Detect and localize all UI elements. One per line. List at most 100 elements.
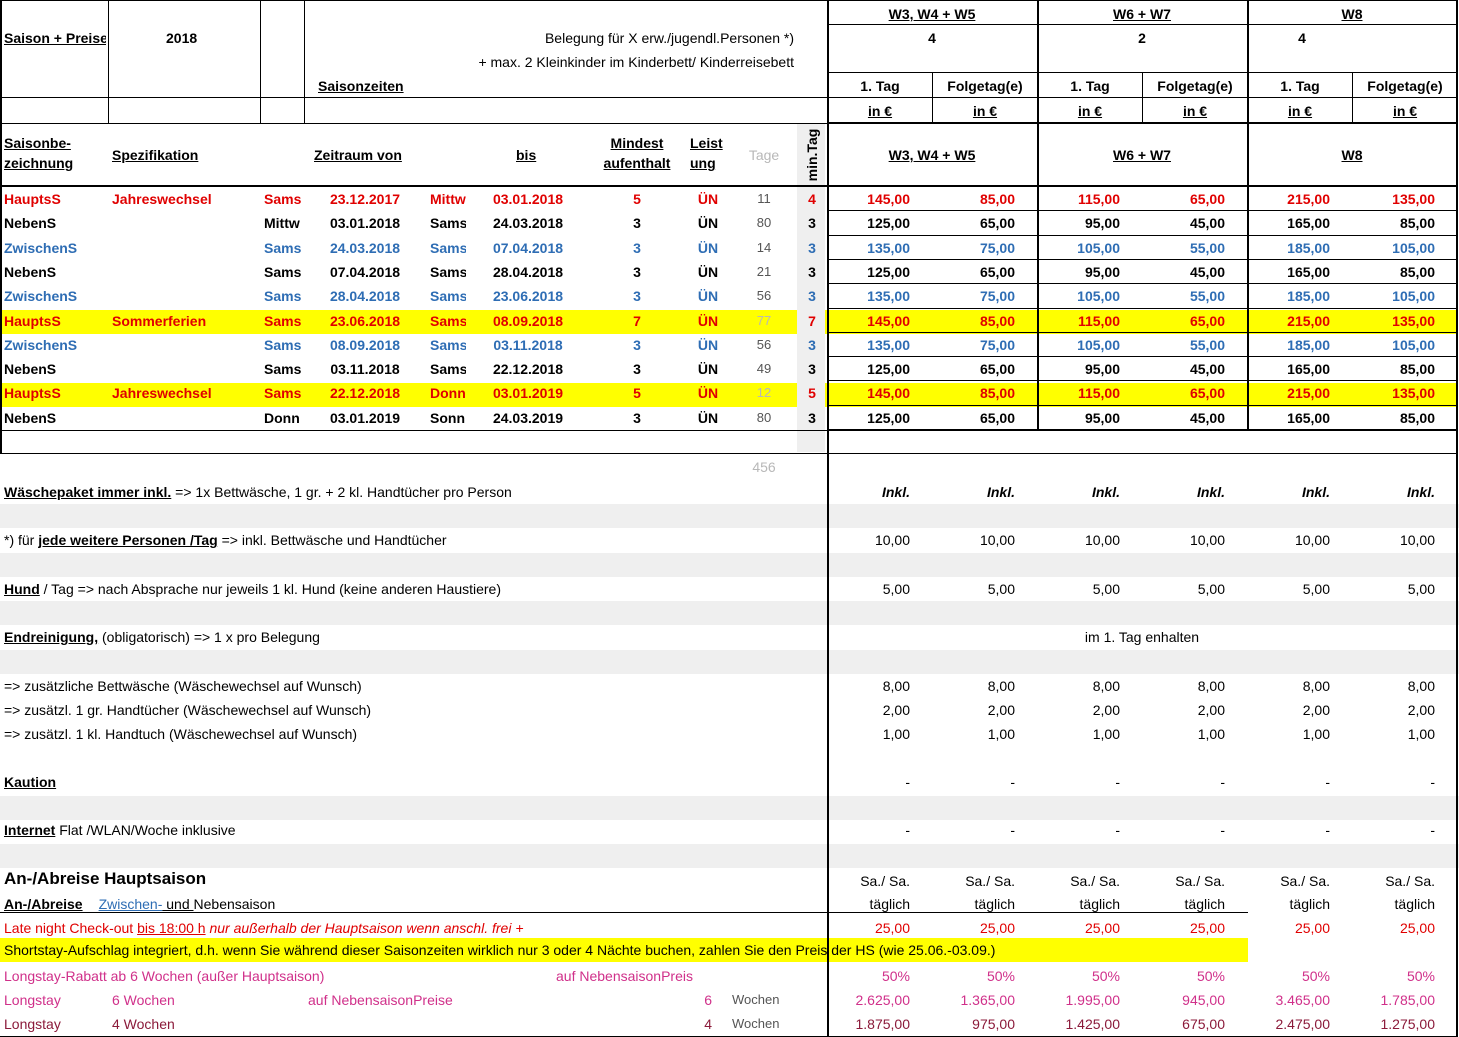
season-name: HauptsS <box>4 385 61 402</box>
waesche-row: Wäschepaket immer inkl. => 1x Bettwäsche… <box>4 481 512 503</box>
anab-hs-label: An-/Abreise Hauptsaison <box>4 869 207 888</box>
season-spec <box>112 407 260 429</box>
price-cell: 95,00 <box>1084 263 1120 280</box>
price-cell: 115,00 <box>1077 312 1120 329</box>
weekday-from: Sams <box>264 191 302 207</box>
season-name: NebenS <box>4 409 57 426</box>
price-cell: 75,00 <box>979 336 1015 353</box>
leistung: ÜN <box>697 409 719 426</box>
rabatt-value-2: 50% <box>986 968 1015 984</box>
date-to: 28.04.2018 <box>492 263 564 280</box>
col-min-header: Mindest aufenthalt <box>603 135 671 171</box>
season-spec <box>112 285 260 307</box>
col-von-header: Zeitraum von <box>314 147 402 163</box>
date-from: 24.03.2018 <box>329 239 401 256</box>
header-rule <box>0 97 1457 98</box>
hund-value-4: 5,00 <box>1197 581 1225 597</box>
season-name: HauptsS <box>4 312 61 329</box>
price-cell: 45,00 <box>1189 409 1225 426</box>
day-header-6: Folgetag(e) <box>1367 78 1443 94</box>
price-cell: 65,00 <box>979 409 1015 426</box>
waesche-value-6: Inkl. <box>1406 484 1435 500</box>
anab-value-3: täglich <box>1079 896 1120 912</box>
band-5 <box>0 796 1459 820</box>
col-leist-header: Leist ung <box>690 135 723 171</box>
waesche-desc: => 1x Bettwäsche, 1 gr. + 2 kl. Handtüch… <box>171 484 512 500</box>
tage-count: 49 <box>756 361 772 377</box>
person-desc: => inkl. Bettwäsche und Handtücher <box>217 532 447 548</box>
anab-zwischen: Zwischen- <box>98 896 163 912</box>
day-header-2: Folgetag(e) <box>947 78 1023 94</box>
min-stay: 3 <box>633 263 641 280</box>
price-cell: 165,00 <box>1287 361 1330 378</box>
top-rule <box>0 0 1457 1</box>
hund-value-1: 5,00 <box>882 581 910 597</box>
late-value-1: 25,00 <box>874 920 910 936</box>
late-value-5: 25,00 <box>1294 920 1330 936</box>
kl-handtuch-value-2: 1,00 <box>987 726 1015 742</box>
price-cell: 85,00 <box>979 312 1015 329</box>
price-cell: 215,00 <box>1287 312 1330 329</box>
kl-handtuch-value-6: 1,00 <box>1407 726 1435 742</box>
price-cell: 55,00 <box>1189 336 1225 353</box>
longstay4-value-5: 2.475,00 <box>1275 1016 1331 1032</box>
price-cell: 215,00 <box>1287 385 1330 402</box>
hund-value-6: 5,00 <box>1407 581 1435 597</box>
internet-title: Internet <box>4 822 56 838</box>
currency-header-4: in € <box>1182 103 1208 119</box>
anab-value-5: täglich <box>1289 896 1330 912</box>
col-saison-header: Saisonbe- zeichnung <box>4 135 74 171</box>
weekday-from: Sams <box>264 361 302 378</box>
gr-handtuch-value-6: 2,00 <box>1407 702 1435 718</box>
date-from: 08.09.2018 <box>329 336 401 353</box>
price-cell: 45,00 <box>1189 263 1225 280</box>
price-cell: 105,00 <box>1077 336 1120 353</box>
col-divider-b <box>260 0 261 124</box>
price-cell: 105,00 <box>1392 239 1435 256</box>
hund-title: Hund <box>4 581 40 597</box>
bettwaesche-value-4: 8,00 <box>1197 678 1225 694</box>
price-cell: 185,00 <box>1287 288 1330 305</box>
bettwaesche-value-2: 8,00 <box>987 678 1015 694</box>
longstay4-count: 4 <box>704 1016 712 1032</box>
weekday-to: Sams <box>430 263 466 280</box>
weekday-from: Sams <box>264 239 302 256</box>
season-name: ZwischenS <box>4 239 78 256</box>
price-row-rule <box>827 210 1457 212</box>
min-stay: 7 <box>633 312 641 329</box>
currency-rule <box>827 122 1457 124</box>
gr-handtuch-value-2: 2,00 <box>987 702 1015 718</box>
leistung: ÜN <box>697 312 719 329</box>
year-label: 2018 <box>166 30 198 46</box>
band-1 <box>0 504 1459 528</box>
tage-count: 12 <box>756 385 772 401</box>
group-header-1: W3, W4 + W5 <box>888 147 976 163</box>
bettwaesche-value-3: 8,00 <box>1092 678 1120 694</box>
endreinigung-title: Endreinigung, <box>4 629 99 645</box>
person-prefix: *) für <box>4 532 39 548</box>
band-3 <box>0 601 1459 625</box>
hund-desc: / Tag => nach Absprache nur jeweils 1 kl… <box>39 581 501 597</box>
price-cell: 85,00 <box>1399 409 1435 426</box>
min-stay: 5 <box>633 385 641 402</box>
day-divider-3 <box>1352 72 1353 122</box>
internet-value-4: - <box>1220 822 1225 838</box>
anab-neben: Nebensaison <box>193 896 276 912</box>
date-from: 03.01.2018 <box>329 215 401 232</box>
group-divider-2 <box>1247 0 1249 431</box>
price-cell: 85,00 <box>979 385 1015 402</box>
price-row-rule <box>827 331 1457 333</box>
price-row-rule <box>827 380 1457 382</box>
kl-handtuch-row: => zusätzl. 1 kl. Handtuch (Wäschewechse… <box>4 726 358 742</box>
late-time: bis 18:00 h <box>137 920 206 936</box>
price-cell: 105,00 <box>1077 239 1120 256</box>
date-from: 23.12.2017 <box>329 191 401 207</box>
price-cell: 135,00 <box>867 336 910 353</box>
date-from: 23.06.2018 <box>329 312 401 329</box>
endreinigung-value: im 1. Tag enhalten <box>1084 629 1200 645</box>
waesche-value-1: Inkl. <box>881 484 910 500</box>
kaution-value-1: - <box>905 774 910 790</box>
currency-header-1: in € <box>867 103 893 119</box>
season-name: NebenS <box>4 263 57 280</box>
weekday-to: Sonn <box>430 409 465 426</box>
